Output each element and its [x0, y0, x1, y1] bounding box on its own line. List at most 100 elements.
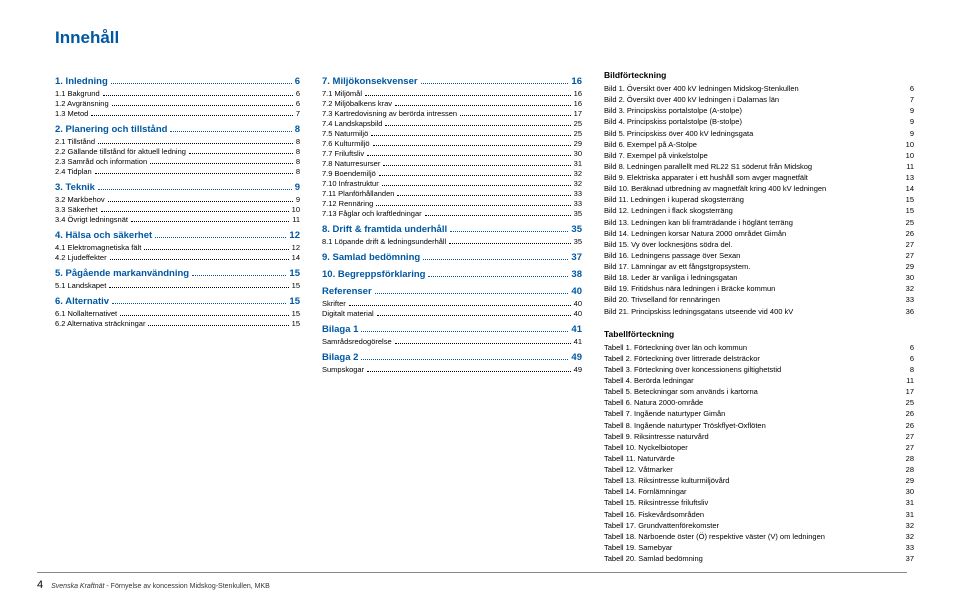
- toc-page: 15: [289, 268, 300, 279]
- list-item-label: Bild 10. Beräknad utbredning av magnetfä…: [604, 184, 906, 194]
- toc-page: 8: [296, 167, 300, 176]
- toc-dots: [375, 286, 569, 294]
- list-item-label: Bild 13. Ledningen kan bli framträdande …: [604, 218, 906, 228]
- toc-page: 49: [571, 352, 582, 363]
- list-item-label: Tabell 15. Riksintresse friluftsliv: [604, 498, 906, 508]
- toc-dots: [450, 224, 568, 232]
- toc-dots: [98, 138, 293, 144]
- list-item-page: 11: [906, 162, 914, 172]
- toc-page: 35: [574, 237, 582, 246]
- list-item: Bild 19. Fritidshus nära ledningen i Brä…: [604, 284, 914, 294]
- toc-sub-entry: 4.1 Elektromagnetiska fält12: [55, 243, 300, 252]
- toc-sub-entry: 1.3 Metod7: [55, 109, 300, 118]
- toc-dots: [421, 76, 569, 84]
- list-item: Bild 9. Elektriska apparater i ett hushå…: [604, 173, 914, 183]
- list-item-page: 30: [906, 487, 914, 497]
- list-item-page: 29: [906, 476, 914, 486]
- toc-label: Samrådsredogörelse: [322, 337, 392, 346]
- toc-sub-entry: 7.2 Miljöbalkens krav16: [322, 99, 582, 108]
- list-item-label: Tabell 12. Våtmarker: [604, 465, 906, 475]
- list-item: Tabell 3. Förteckning över koncessionens…: [604, 365, 914, 375]
- list-item-page: 28: [906, 465, 914, 475]
- toc-page: 37: [571, 252, 582, 263]
- list-item-page: 14: [906, 184, 914, 194]
- toc-page: 9: [296, 195, 300, 204]
- toc-page: 15: [292, 281, 300, 290]
- list-item: Bild 12. Ledningen i flack skogsterräng1…: [604, 206, 914, 216]
- figure-table-column: Bildförteckning Bild 1. Översikt över 40…: [604, 70, 914, 565]
- toc-page: 15: [289, 296, 300, 307]
- list-item-page: 6: [910, 84, 914, 94]
- toc-label: 7. Miljökonsekvenser: [322, 76, 418, 87]
- list-item-label: Bild 20. Trivselland för rennäringen: [604, 295, 906, 305]
- toc-dots: [101, 206, 289, 212]
- toc-dots: [376, 200, 570, 206]
- tables-list: Tabell 1. Förteckning över län och kommu…: [604, 343, 914, 565]
- toc-dots: [150, 158, 293, 164]
- list-item: Tabell 8. Ingående naturtyper Tröskflyet…: [604, 421, 914, 431]
- list-item: Tabell 20. Samlad bedömning37: [604, 554, 914, 564]
- list-item: Bild 14. Ledningen korsar Natura 2000 om…: [604, 229, 914, 239]
- toc-sub-entry: 2.2 Gällande tillstånd för aktuell ledni…: [55, 147, 300, 156]
- toc-dots: [460, 110, 571, 116]
- toc-label: 3.3 Säkerhet: [55, 205, 98, 214]
- toc-dots: [367, 366, 571, 372]
- list-item-page: 27: [906, 251, 914, 261]
- toc-sub-entry: 7.4 Landskapsbild25: [322, 119, 582, 128]
- list-item: Tabell 14. Fornlämningar30: [604, 487, 914, 497]
- list-item: Tabell 6. Natura 2000-område25: [604, 398, 914, 408]
- toc-label: 2.3 Samråd och information: [55, 157, 147, 166]
- list-item-label: Tabell 14. Fornlämningar: [604, 487, 906, 497]
- toc-main-entry: Referenser40: [322, 286, 582, 297]
- list-item-page: 25: [906, 218, 914, 228]
- list-item: Tabell 12. Våtmarker28: [604, 465, 914, 475]
- list-item: Tabell 10. Nyckelbiotoper27: [604, 443, 914, 453]
- toc-page: 6: [295, 76, 300, 87]
- toc-label: 7.13 Fåglar och kraftledningar: [322, 209, 422, 218]
- toc-label: 7.2 Miljöbalkens krav: [322, 99, 392, 108]
- list-item: Tabell 13. Riksintresse kulturmiljövård2…: [604, 476, 914, 486]
- toc-sub-entry: 2.1 Tillstånd8: [55, 137, 300, 146]
- list-item-page: 33: [906, 295, 914, 305]
- toc-label: 2.4 Tidplan: [55, 167, 92, 176]
- toc-page: 38: [571, 269, 582, 280]
- toc-dots: [148, 320, 288, 326]
- toc-label: Bilaga 2: [322, 352, 358, 363]
- toc-label: 6. Alternativ: [55, 296, 109, 307]
- toc-dots: [361, 324, 568, 332]
- toc-page: 14: [292, 253, 300, 262]
- toc-dots: [111, 76, 292, 84]
- toc-label: 7.9 Boendemiljö: [322, 169, 376, 178]
- list-item-label: Bild 4. Principskiss portalstolpe (B-sto…: [604, 117, 910, 127]
- list-item: Bild 15. Vy över locknesjöns södra del.2…: [604, 240, 914, 250]
- toc-dots: [192, 268, 286, 276]
- list-item-label: Tabell 17. Grundvattenförekomster: [604, 521, 906, 531]
- list-item: Tabell 4. Berörda ledningar11: [604, 376, 914, 386]
- toc-label: 3. Teknik: [55, 182, 95, 193]
- toc-page: 11: [292, 215, 300, 224]
- toc-column-1: 1. Inledning61.1 Bakgrund61.2 Avgränsnin…: [55, 70, 300, 565]
- toc-sub-entry: Skrifter40: [322, 299, 582, 308]
- toc-label: Referenser: [322, 286, 372, 297]
- toc-main-entry: 7. Miljökonsekvenser16: [322, 76, 582, 87]
- toc-sub-entry: 7.3 Kartredovisning av berörda intressen…: [322, 109, 582, 118]
- toc-dots: [397, 190, 570, 196]
- list-item-page: 27: [906, 432, 914, 442]
- toc-dots: [170, 124, 291, 132]
- toc-main-entry: 10. Begreppsförklaring38: [322, 269, 582, 280]
- toc-sub-entry: 3.3 Säkerhet10: [55, 205, 300, 214]
- list-item-label: Bild 16. Ledningens passage över Sexan: [604, 251, 906, 261]
- list-item-label: Tabell 7. Ingående naturtyper Gimån: [604, 409, 906, 419]
- list-item: Tabell 2. Förteckning över littrerade de…: [604, 354, 914, 364]
- toc-dots: [109, 282, 288, 288]
- toc-page: 8: [295, 124, 300, 135]
- list-item: Bild 6. Exempel på A-Stolpe10: [604, 140, 914, 150]
- list-item: Tabell 19. Samebyar33: [604, 543, 914, 553]
- toc-label: 6.1 Nollalternativet: [55, 309, 117, 318]
- toc-dots: [367, 150, 571, 156]
- toc-page: 35: [574, 209, 582, 218]
- list-item-page: 31: [906, 498, 914, 508]
- toc-page: 6: [296, 99, 300, 108]
- columns-wrapper: 1. Inledning61.1 Bakgrund61.2 Avgränsnin…: [55, 70, 920, 565]
- toc-dots: [110, 254, 289, 260]
